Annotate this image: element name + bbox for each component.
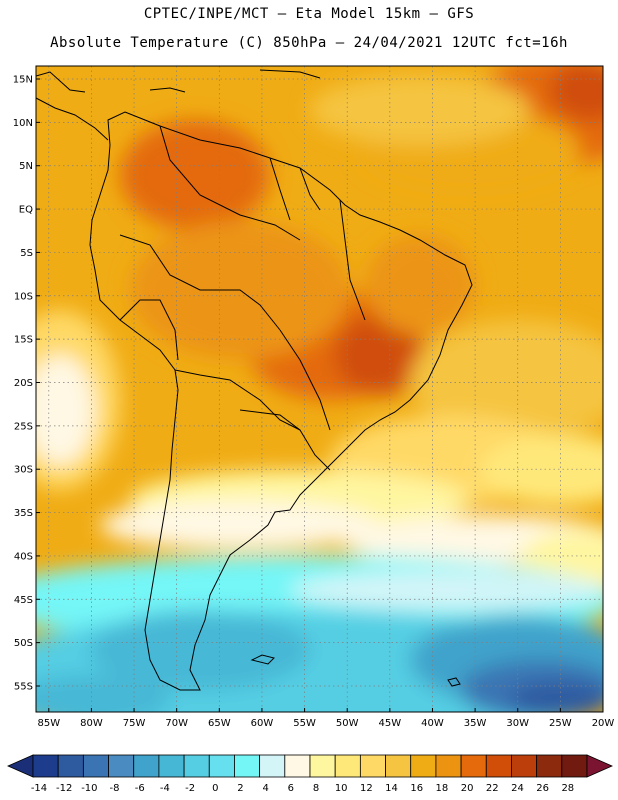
map-title-line1: CPTEC/INPE/MCT – Eta Model 15km – GFS <box>143 6 475 22</box>
lat-label: 5S <box>20 248 33 259</box>
lat-label: 15S <box>14 335 33 346</box>
temperature-field <box>36 66 603 712</box>
colorbar-swatch <box>385 754 412 778</box>
lat-label: 35S <box>14 508 33 519</box>
colorbar-swatch <box>234 754 261 778</box>
colorbar-label: 6 <box>288 783 294 794</box>
colorbar-swatch <box>108 754 135 778</box>
longitude-labels: 85W 80W 75W 70W 65W 60W 55W 50W 45W 40W 35W 30W 25W 2… <box>37 708 614 729</box>
colorbar-swatch <box>435 754 462 778</box>
lon-label: 45W <box>379 718 402 729</box>
latitude-labels: 15N 10N 5N EQ 5S 10S 15S 20S 25S 30S 35S 40S 45S 50S 5… <box>13 75 40 692</box>
colorbar-label: 20 <box>461 783 474 794</box>
lon-label: 30W <box>506 718 529 729</box>
colorbar-swatch <box>334 754 361 778</box>
colorbar-label: -14 <box>31 783 47 794</box>
lat-label: 5N <box>19 161 33 172</box>
lon-label: 60W <box>251 718 274 729</box>
lon-label: 25W <box>549 718 572 729</box>
colorbar-swatch <box>32 754 59 778</box>
lon-label: 80W <box>80 718 103 729</box>
colorbar-swatch <box>133 754 160 778</box>
colorbar-swatch <box>208 754 235 778</box>
colorbar-label: -6 <box>135 783 145 794</box>
map-frame <box>35 65 604 713</box>
colorbar-swatch <box>183 754 210 778</box>
colorbar-label: -4 <box>160 783 170 794</box>
colorbar-label: 28 <box>561 783 574 794</box>
colorbar-label: -8 <box>110 783 120 794</box>
lon-label: 70W <box>165 718 188 729</box>
lon-label: 20W <box>592 718 615 729</box>
map-title-line2: Absolute Temperature (C) 850hPa – 24/04/… <box>50 35 568 51</box>
colorbar-label: -12 <box>56 783 72 794</box>
colorbar-swatch <box>536 754 563 778</box>
colorbar-swatch <box>82 754 109 778</box>
colorbar-labels: -14 -12 -10 -8 -6 -4 -2 0 2 4 6 8 10 12 14 16 18 20 22 24 26… <box>31 783 574 794</box>
colorbar-swatch <box>359 754 386 778</box>
lat-label: 30S <box>14 465 33 476</box>
colorbar-swatch <box>158 754 185 778</box>
temperature-colorbar <box>7 754 613 778</box>
colorbar-swatch <box>511 754 538 778</box>
lat-label: 25S <box>14 421 33 432</box>
lon-label: 35W <box>464 718 487 729</box>
lat-label: 45S <box>14 595 33 606</box>
lon-label: 75W <box>123 718 146 729</box>
colorbar-label: -2 <box>185 783 195 794</box>
lon-label: 55W <box>293 718 316 729</box>
colorbar-swatch <box>57 754 84 778</box>
lat-lon-grid <box>36 66 604 712</box>
colorbar-label: 2 <box>237 783 243 794</box>
colorbar-label: 4 <box>262 783 268 794</box>
lat-label: 15N <box>13 75 33 86</box>
colorbar-max-arrow <box>586 754 613 778</box>
lat-label: EQ <box>19 205 33 216</box>
colorbar-label: 16 <box>410 783 423 794</box>
colorbar-label: 14 <box>385 783 398 794</box>
colorbar-swatch <box>485 754 512 778</box>
lat-label: 50S <box>14 638 33 649</box>
lat-label: 10S <box>14 291 33 302</box>
lon-label: 65W <box>208 718 231 729</box>
colorbar-label: 12 <box>360 783 373 794</box>
colorbar-swatch <box>460 754 487 778</box>
colorbar-label: 26 <box>536 783 549 794</box>
colorbar-swatch <box>561 754 588 778</box>
lon-label: 40W <box>421 718 444 729</box>
lat-label: 55S <box>14 681 33 692</box>
colorbar-label: 0 <box>212 783 218 794</box>
colorbar-label: 18 <box>436 783 449 794</box>
colorbar-label: 22 <box>486 783 499 794</box>
colorbar-label: -10 <box>81 783 97 794</box>
coastline-borders <box>36 69 473 691</box>
colorbar-swatch <box>284 754 311 778</box>
colorbar-label: 24 <box>511 783 524 794</box>
colorbar-min-arrow <box>7 754 34 778</box>
lon-label: 50W <box>336 718 359 729</box>
colorbar-label: 8 <box>313 783 319 794</box>
lat-label: 10N <box>13 118 33 129</box>
colorbar-swatch <box>410 754 437 778</box>
lon-label: 85W <box>37 718 60 729</box>
colorbar-swatch <box>309 754 336 778</box>
colorbar-label: 10 <box>335 783 348 794</box>
lat-label: 20S <box>14 378 33 389</box>
lat-label: 40S <box>14 551 33 562</box>
colorbar-swatch <box>259 754 286 778</box>
